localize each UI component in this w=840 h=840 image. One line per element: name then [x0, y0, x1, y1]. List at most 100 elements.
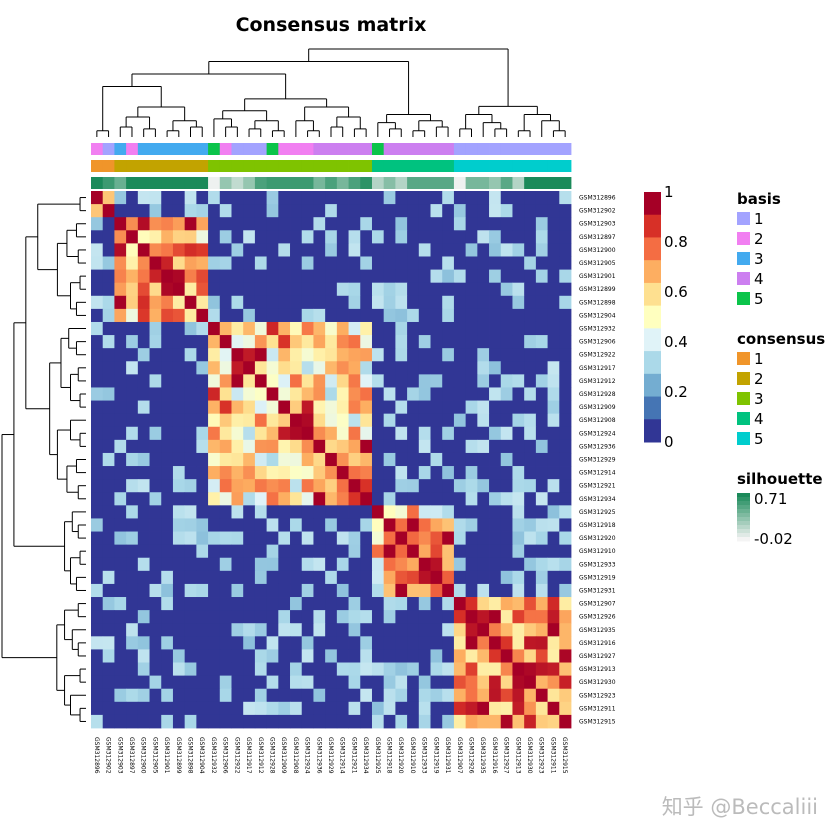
- heatmap-cell: [395, 191, 408, 205]
- row-label: GSM312900: [579, 247, 616, 254]
- heatmap-cell: [489, 544, 502, 559]
- basis-annotation-cell: [360, 143, 373, 155]
- legend-swatch: [737, 352, 750, 365]
- heatmap-cell: [301, 217, 314, 231]
- heatmap-cell: [290, 675, 303, 690]
- heatmap-cell: [430, 662, 443, 677]
- heatmap-cell: [489, 361, 502, 375]
- heatmap-cell: [418, 636, 431, 650]
- basis-annotation-cell: [442, 143, 455, 155]
- heatmap-cell: [313, 492, 326, 506]
- heatmap-cell: [266, 321, 279, 336]
- heatmap-cell: [172, 191, 186, 205]
- heatmap-cell: [360, 636, 373, 650]
- heatmap-cell: [325, 269, 338, 284]
- column-label: GSM312926: [467, 737, 474, 774]
- silhouette-annotation-cell: [313, 177, 326, 189]
- heatmap-cell: [524, 361, 537, 375]
- heatmap-cell: [371, 688, 385, 703]
- silhouette-annotation-cell: [383, 177, 396, 189]
- heatmap-cell: [266, 413, 279, 428]
- column-label: GSM312896: [93, 737, 100, 774]
- heatmap-cell: [442, 413, 455, 428]
- heatmap-cell: [149, 557, 162, 572]
- heatmap-cell: [91, 230, 104, 244]
- heatmap-cell: [243, 452, 256, 467]
- consensus-annotation-cell: [512, 160, 525, 172]
- heatmap-cell: [266, 688, 279, 703]
- heatmap-cell: [371, 557, 385, 572]
- heatmap-cell: [137, 662, 150, 677]
- heatmap-cell: [301, 413, 314, 428]
- heatmap-cell: [114, 662, 127, 677]
- heatmap-cell: [383, 714, 396, 729]
- heatmap-cell: [301, 256, 314, 270]
- column-label: GSM312900: [140, 737, 147, 774]
- heatmap-cell: [102, 426, 115, 441]
- heatmap-cell: [348, 217, 361, 231]
- heatmap-cell: [430, 570, 443, 585]
- heatmap-cell: [348, 361, 361, 375]
- heatmap-cell: [360, 701, 373, 716]
- heatmap-cell: [371, 544, 385, 559]
- heatmap-cell: [547, 714, 560, 729]
- heatmap-cell: [348, 348, 361, 362]
- heatmap-cell: [137, 570, 150, 585]
- heatmap-cell: [278, 518, 291, 532]
- heatmap-cell: [547, 361, 560, 375]
- heatmap-cell: [114, 439, 127, 454]
- heatmap-cell: [453, 688, 467, 703]
- heatmap-cell: [114, 583, 127, 598]
- heatmap-cell: [278, 374, 291, 388]
- heatmap-cell: [91, 570, 104, 585]
- heatmap-cell: [477, 505, 490, 519]
- heatmap-cell: [407, 623, 420, 637]
- consensus-annotation-cell: [559, 160, 572, 172]
- heatmap-cell: [383, 649, 396, 663]
- heatmap-cell: [500, 282, 513, 297]
- heatmap-cell: [254, 544, 268, 559]
- heatmap-cell: [418, 282, 431, 297]
- heatmap-cell: [489, 505, 502, 519]
- heatmap-cell: [208, 400, 221, 415]
- heatmap-cell: [465, 583, 478, 598]
- basis-annotation-cell: [336, 143, 349, 155]
- heatmap-cell: [91, 191, 104, 205]
- heatmap-cell: [126, 505, 139, 519]
- heatmap-cell: [477, 597, 490, 611]
- heatmap-cell: [301, 361, 314, 375]
- heatmap-cell: [489, 400, 502, 415]
- heatmap-cell: [278, 295, 291, 310]
- heatmap-cell: [149, 688, 162, 703]
- heatmap-cell: [114, 531, 127, 546]
- column-label: GSM312919: [432, 737, 439, 774]
- heatmap-cell: [91, 361, 104, 375]
- heatmap-cell: [313, 688, 326, 703]
- heatmap-cell: [360, 295, 373, 310]
- heatmap-cell: [442, 426, 455, 441]
- heatmap-cell: [114, 610, 127, 624]
- heatmap-cell: [208, 531, 221, 546]
- heatmap-cell: [137, 531, 150, 546]
- heatmap-cell: [547, 295, 560, 310]
- heatmap-cell: [137, 308, 150, 323]
- heatmap-cell: [208, 518, 221, 532]
- heatmap-cell: [243, 374, 256, 388]
- heatmap-cell: [465, 282, 478, 297]
- heatmap-cell: [535, 230, 548, 244]
- silhouette-annotation-cell: [196, 177, 209, 189]
- heatmap-cell: [184, 649, 197, 663]
- heatmap-cell: [336, 217, 349, 231]
- heatmap-cell: [301, 387, 314, 401]
- heatmap-cell: [512, 479, 525, 493]
- heatmap-cell: [231, 610, 244, 624]
- heatmap-cell: [301, 531, 314, 546]
- heatmap-cell: [266, 675, 279, 690]
- heatmap-cell: [243, 400, 256, 415]
- heatmap-cell: [535, 466, 548, 480]
- heatmap-cell: [290, 662, 303, 677]
- heatmap-cell: [313, 230, 326, 244]
- heatmap-cell: [231, 243, 244, 257]
- heatmap-cell: [137, 636, 150, 650]
